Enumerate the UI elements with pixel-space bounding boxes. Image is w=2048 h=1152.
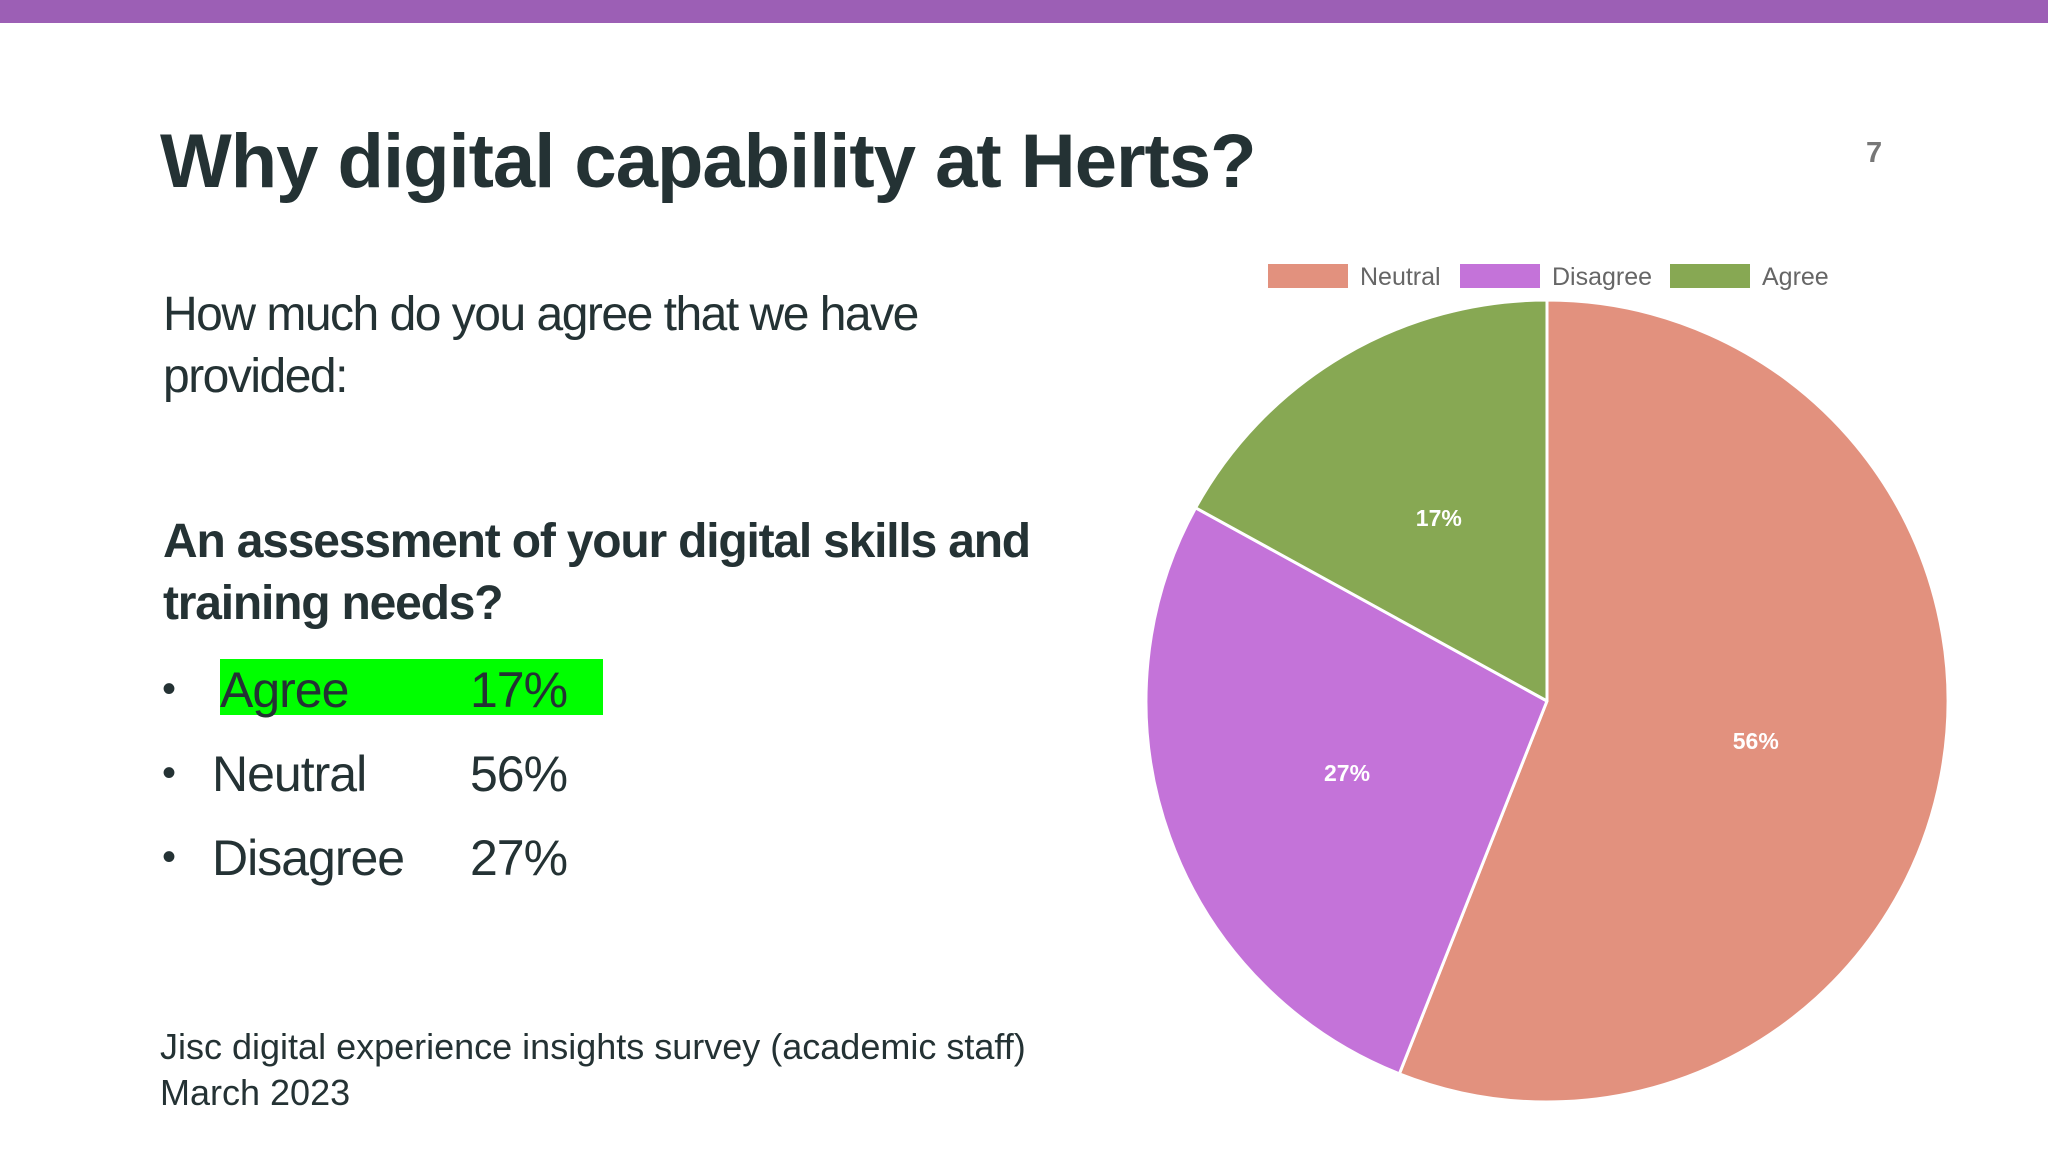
pie-slice-disagree bbox=[1144, 506, 1549, 1076]
bullet-icon: • bbox=[162, 751, 176, 795]
legend-label: Neutral bbox=[1360, 263, 1441, 291]
result-value: 56% bbox=[470, 746, 568, 802]
intro-text: How much do you agree that we have provi… bbox=[163, 288, 919, 403]
legend-swatch bbox=[1460, 264, 1540, 288]
source-citation: Jisc digital experience insights survey … bbox=[160, 1024, 1026, 1116]
pie-chart-area: Neutral Disagree Agree 56% 27% 17% bbox=[1140, 240, 1960, 1120]
top-accent-bar bbox=[0, 0, 2048, 23]
bullet-icon: • bbox=[162, 835, 176, 879]
pie-chart: Neutral Disagree Agree 56% 27% 17% bbox=[1144, 263, 1950, 1104]
legend-label: Agree bbox=[1762, 263, 1829, 291]
pie-label-disagree: 27% bbox=[1324, 760, 1370, 786]
legend-item-disagree: Disagree bbox=[1460, 263, 1652, 291]
result-label: Disagree bbox=[212, 830, 405, 886]
legend-item-neutral: Neutral bbox=[1268, 263, 1441, 291]
slide-title: Why digital capability at Herts? bbox=[160, 119, 1257, 204]
highlight-box bbox=[220, 659, 603, 715]
question-text: An assessment of your digital skills and… bbox=[163, 515, 1031, 630]
pie-label-agree: 17% bbox=[1416, 505, 1462, 531]
pie-slice-agree bbox=[1194, 298, 1549, 703]
legend-item-agree: Agree bbox=[1670, 263, 1829, 291]
pie-slice-neutral bbox=[1397, 298, 1950, 1104]
result-label: Neutral bbox=[212, 746, 367, 802]
legend-swatch bbox=[1268, 264, 1348, 288]
legend-swatch bbox=[1670, 264, 1750, 288]
pie-label-neutral: 56% bbox=[1733, 728, 1779, 754]
result-label: Agree bbox=[220, 662, 349, 718]
slide-number: 7 bbox=[1866, 137, 1883, 169]
source-line-1: Jisc digital experience insights survey … bbox=[160, 1026, 1026, 1067]
legend-label: Disagree bbox=[1552, 263, 1652, 291]
result-value: 27% bbox=[470, 830, 568, 886]
source-line-2: March 2023 bbox=[160, 1072, 351, 1113]
result-value: 17% bbox=[470, 662, 568, 718]
bullet-icon: • bbox=[162, 667, 176, 711]
